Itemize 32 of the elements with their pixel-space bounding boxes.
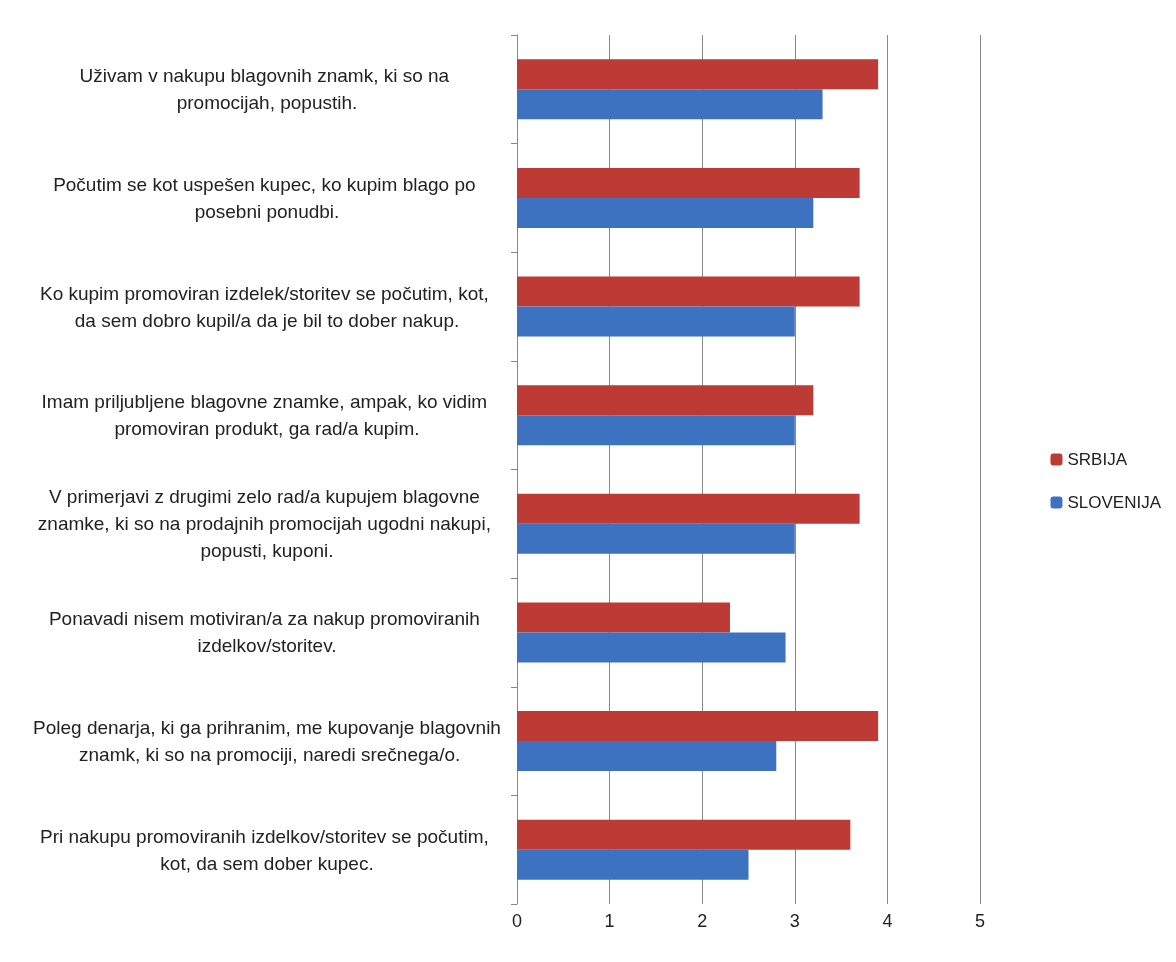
bar — [517, 89, 823, 120]
bar — [517, 711, 879, 742]
bar — [517, 385, 814, 416]
bar — [517, 306, 795, 337]
legend-label: SLOVENIJA — [1067, 493, 1162, 512]
bar — [517, 523, 795, 554]
bar — [517, 632, 786, 663]
y-tick-label: V primerjavi z drugimi zelo rad/a kupujem blagovne znamke, ki so na prodajnih promocijah ugodni nakupi, popusti, kuponi. — [37, 486, 497, 562]
legend-label: SRBIJA — [1067, 450, 1128, 469]
bar — [517, 197, 814, 228]
bar — [517, 276, 860, 307]
bar — [517, 602, 730, 633]
bar — [517, 59, 879, 90]
bar — [517, 819, 851, 850]
x-tick-label: 5 — [974, 911, 986, 931]
x-tick-label: 4 — [882, 911, 893, 931]
y-tick-label: Poleg denarja, ki ga prihranim, me kupovanje blagovnih znamk, ki so na promociji, naredi srečnega/o. — [33, 717, 501, 766]
bar — [517, 849, 749, 880]
bar — [517, 415, 795, 446]
y-tick-label: Ponavadi nisem motiviran/a za nakup promoviranih izdelkov/storitev. — [48, 608, 486, 657]
y-tick-label: Počutim se kot uspešen kupec, ko kupim blago po posebni ponudbi. — [53, 173, 481, 222]
y-tick-label: Imam priljubljene blagovne znamke, ampak, ko vidim promoviran produkt, ga rad/a kupim. — [41, 391, 493, 440]
y-tick-label: Ko kupim promoviran izdelek/storitev se počutim, kot, da sem dobro kupil/a da je bil to dober nakup. — [39, 282, 495, 331]
y-tick-label: Pri nakupu promoviranih izdelkov/storitev se počutim, kot, da sem dober kupec. — [39, 825, 495, 874]
x-tick-label: 2 — [697, 911, 708, 931]
bar — [517, 741, 777, 772]
x-tick-label: 0 — [511, 911, 523, 931]
y-tick-label: Uživam v nakupu blagovnih znamk, ki so na promocijah, popustih. — [79, 65, 455, 114]
x-tick-label: 1 — [604, 911, 615, 931]
bar — [517, 493, 860, 524]
x-tick-label: 3 — [789, 911, 800, 931]
bar — [517, 167, 860, 198]
